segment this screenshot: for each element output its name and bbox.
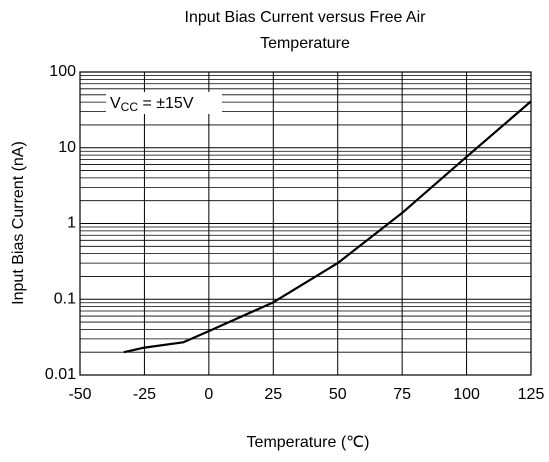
annotation-subscript: CC [121,100,139,114]
plot-frame [79,71,532,376]
y-tick-label: 0.1 [54,290,76,307]
x-tick-label: 25 [264,386,282,403]
x-tick-label: 0 [204,386,213,403]
x-tick-label: -25 [133,386,156,403]
chart-title: Temperature [260,35,350,52]
annotation-text: = ±15V [138,95,194,112]
y-tick-label: 1 [67,215,76,232]
data-line [123,100,532,354]
annotation-box [106,92,222,114]
x-tick-label: -50 [68,386,91,403]
x-tick-label: 50 [329,386,347,403]
x-axis-label: Temperature (℃) [247,434,370,451]
x-tick-label: 100 [453,386,480,403]
annotation-text: V [110,95,121,112]
annotation: VCC = ±15V [110,95,194,114]
y-tick-label: 0.01 [45,366,76,383]
x-tick-label: 75 [393,386,411,403]
y-axis-label: Input Bias Current (nA) [10,141,27,305]
chart-title: Input Bias Current versus Free Air [185,9,427,26]
y-tick-label: 10 [58,139,76,156]
x-tick-label: 125 [518,386,545,403]
y-tick-label: 100 [49,63,76,80]
